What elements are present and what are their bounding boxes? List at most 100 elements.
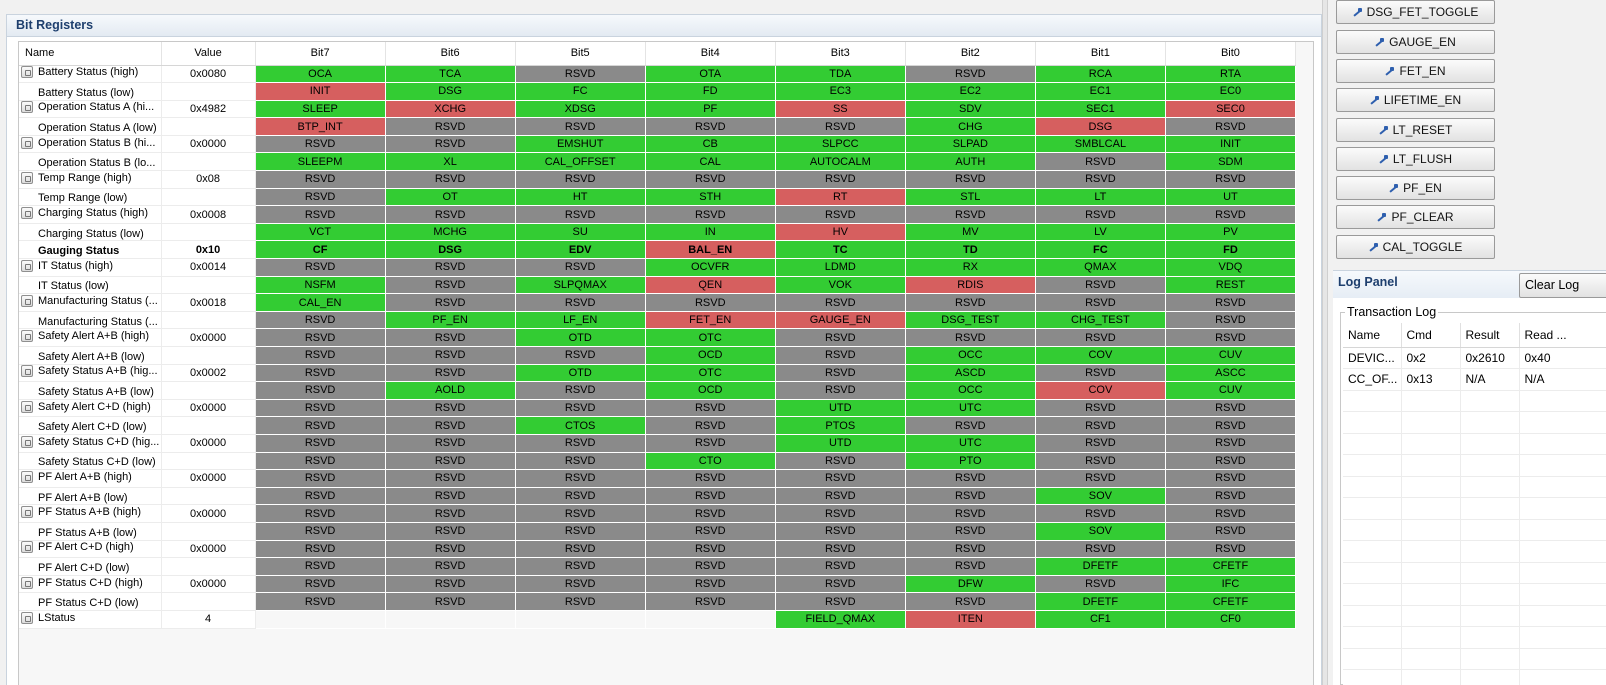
bit-cell[interactable]: RSVD (775, 469, 906, 488)
bit-cell[interactable]: XL (385, 152, 516, 172)
bit-cell[interactable] (255, 610, 386, 629)
bit-cell[interactable]: RSVD (255, 328, 386, 347)
bit-cell[interactable]: RSVD (515, 540, 646, 559)
log-column-header[interactable]: Name (1343, 323, 1402, 348)
bit-cell[interactable]: DFW (905, 575, 1036, 594)
bit-cell[interactable]: UTC (905, 399, 1036, 418)
bit-cell[interactable]: OCD (645, 381, 776, 400)
lock-icon[interactable] (21, 506, 33, 519)
table-row[interactable]: Safety Alert A+B (high) 0x0000 RSVD RSVD OTD… (19, 328, 1297, 347)
bit-cell[interactable]: OCC (905, 381, 1036, 400)
bit-cell[interactable]: CF1 (1035, 610, 1166, 629)
bit-cell[interactable] (385, 610, 516, 629)
bit-cell[interactable]: OTD (515, 328, 646, 347)
bit-cell[interactable]: RSVD (515, 205, 646, 224)
bit-cell[interactable]: RSVD (645, 416, 776, 435)
bit-cell[interactable]: RSVD (1165, 434, 1297, 453)
bit-cell[interactable]: RTA (1165, 65, 1297, 84)
bit-cell[interactable]: OCC (905, 346, 1036, 365)
bit-cell[interactable]: RSVD (1165, 487, 1297, 506)
bit-cell[interactable]: UTD (775, 399, 906, 418)
clear-log-button[interactable]: Clear Log (1519, 273, 1606, 298)
bit-cell[interactable]: CUV (1165, 346, 1297, 365)
bit-cell[interactable]: RSVD (255, 188, 386, 207)
bit-cell[interactable]: OCD (645, 346, 776, 365)
bit-cell[interactable]: RSVD (1165, 293, 1297, 312)
bit-cell[interactable]: HV (775, 223, 906, 242)
bit-cell[interactable]: CB (645, 135, 776, 154)
bit-cell[interactable]: DFETF (1035, 557, 1166, 576)
bit-cell[interactable]: RSVD (255, 487, 386, 506)
column-header-bit3[interactable]: Bit3 (775, 42, 906, 66)
bit-cell[interactable]: RSVD (255, 557, 386, 576)
table-row[interactable]: Operation Status A (low) BTP_INT RSVD RSVD R… (19, 117, 1297, 136)
lt-flush-button[interactable]: LT_FLUSH (1336, 147, 1495, 171)
bit-cell[interactable]: TD (905, 240, 1036, 260)
bit-cell[interactable]: RSVD (1165, 205, 1297, 224)
bit-cell[interactable]: EDV (515, 240, 646, 260)
bit-cell[interactable]: RSVD (515, 557, 646, 576)
bit-cell[interactable]: RSVD (905, 557, 1036, 576)
bit-cell[interactable]: SOV (1035, 522, 1166, 541)
bit-cell[interactable]: SDM (1165, 152, 1297, 172)
bit-cell[interactable]: SLPAD (905, 135, 1036, 154)
pf-en-button[interactable]: PF_EN (1336, 176, 1495, 200)
bit-cell[interactable]: RSVD (1035, 152, 1166, 172)
bit-cell[interactable]: RSVD (1035, 276, 1166, 295)
bit-cell[interactable]: RSVD (385, 328, 516, 347)
bit-cell[interactable]: SU (515, 223, 646, 242)
bit-cell[interactable]: SS (775, 100, 906, 119)
bit-cell[interactable]: RSVD (775, 170, 906, 189)
bit-cell[interactable]: FD (645, 82, 776, 101)
bit-cell[interactable]: RSVD (385, 364, 516, 383)
table-row[interactable]: Operation Status B (hi... 0x0000 RSVD RSVD E… (19, 135, 1297, 154)
bit-cell[interactable]: UTC (905, 434, 1036, 453)
bit-cell[interactable]: TC (775, 240, 906, 260)
bit-cell[interactable]: HT (515, 188, 646, 207)
bit-cell[interactable]: FC (1035, 240, 1166, 260)
bit-cell[interactable]: RSVD (515, 469, 646, 488)
bit-cell[interactable]: RSVD (255, 135, 386, 154)
fet-en-button[interactable]: FET_EN (1336, 59, 1495, 83)
bit-cell[interactable]: RSVD (515, 575, 646, 594)
bit-cell[interactable]: RSVD (775, 381, 906, 400)
bit-cell[interactable]: RSVD (515, 592, 646, 611)
bit-cell[interactable]: AUTOCALM (775, 152, 906, 172)
bit-cell[interactable]: RSVD (385, 469, 516, 488)
bit-cell[interactable]: RSVD (905, 328, 1036, 347)
table-row[interactable]: Operation Status A (hi... 0x4982 SLEEP XCHG… (19, 100, 1297, 119)
bit-cell[interactable]: RSVD (515, 487, 646, 506)
lock-icon[interactable] (21, 576, 33, 589)
bit-cell[interactable]: RSVD (1035, 575, 1166, 594)
bit-cell[interactable]: OTD (515, 364, 646, 383)
bit-cell[interactable]: RSVD (385, 117, 516, 136)
bit-cell[interactable]: RSVD (385, 522, 516, 541)
bit-cell[interactable]: GAUGE_EN (775, 311, 906, 330)
lock-icon[interactable] (21, 259, 33, 272)
bit-cell[interactable]: MV (905, 223, 1036, 242)
bit-cell[interactable]: CHG (905, 117, 1036, 136)
lock-icon[interactable] (21, 470, 33, 483)
bit-cell[interactable]: RSVD (645, 487, 776, 506)
bit-cell[interactable]: RSVD (385, 592, 516, 611)
bit-cell[interactable]: SMBLCAL (1035, 135, 1166, 154)
bit-cell[interactable]: RSVD (385, 557, 516, 576)
bit-cell[interactable]: ASCD (905, 364, 1036, 383)
bit-cell[interactable]: OTA (645, 65, 776, 84)
bit-cell[interactable]: RSVD (905, 170, 1036, 189)
lock-icon[interactable] (21, 435, 33, 448)
bit-cell[interactable]: SEC1 (1035, 100, 1166, 119)
bit-cell[interactable]: RSVD (645, 575, 776, 594)
log-column-header[interactable]: Result (1460, 323, 1520, 348)
bit-cell[interactable]: VOK (775, 276, 906, 295)
bit-cell[interactable]: RSVD (255, 205, 386, 224)
bit-cell[interactable]: RSVD (385, 135, 516, 154)
bit-cell[interactable]: PF_EN (385, 311, 516, 330)
bit-cell[interactable]: RSVD (515, 434, 646, 453)
bit-cell[interactable]: EMSHUT (515, 135, 646, 154)
bit-cell[interactable]: RSVD (1165, 469, 1297, 488)
bit-cell[interactable]: RSVD (255, 170, 386, 189)
bit-cell[interactable]: RSVD (905, 504, 1036, 523)
bit-cell[interactable]: OT (385, 188, 516, 207)
bit-cell[interactable]: INIT (255, 82, 386, 101)
